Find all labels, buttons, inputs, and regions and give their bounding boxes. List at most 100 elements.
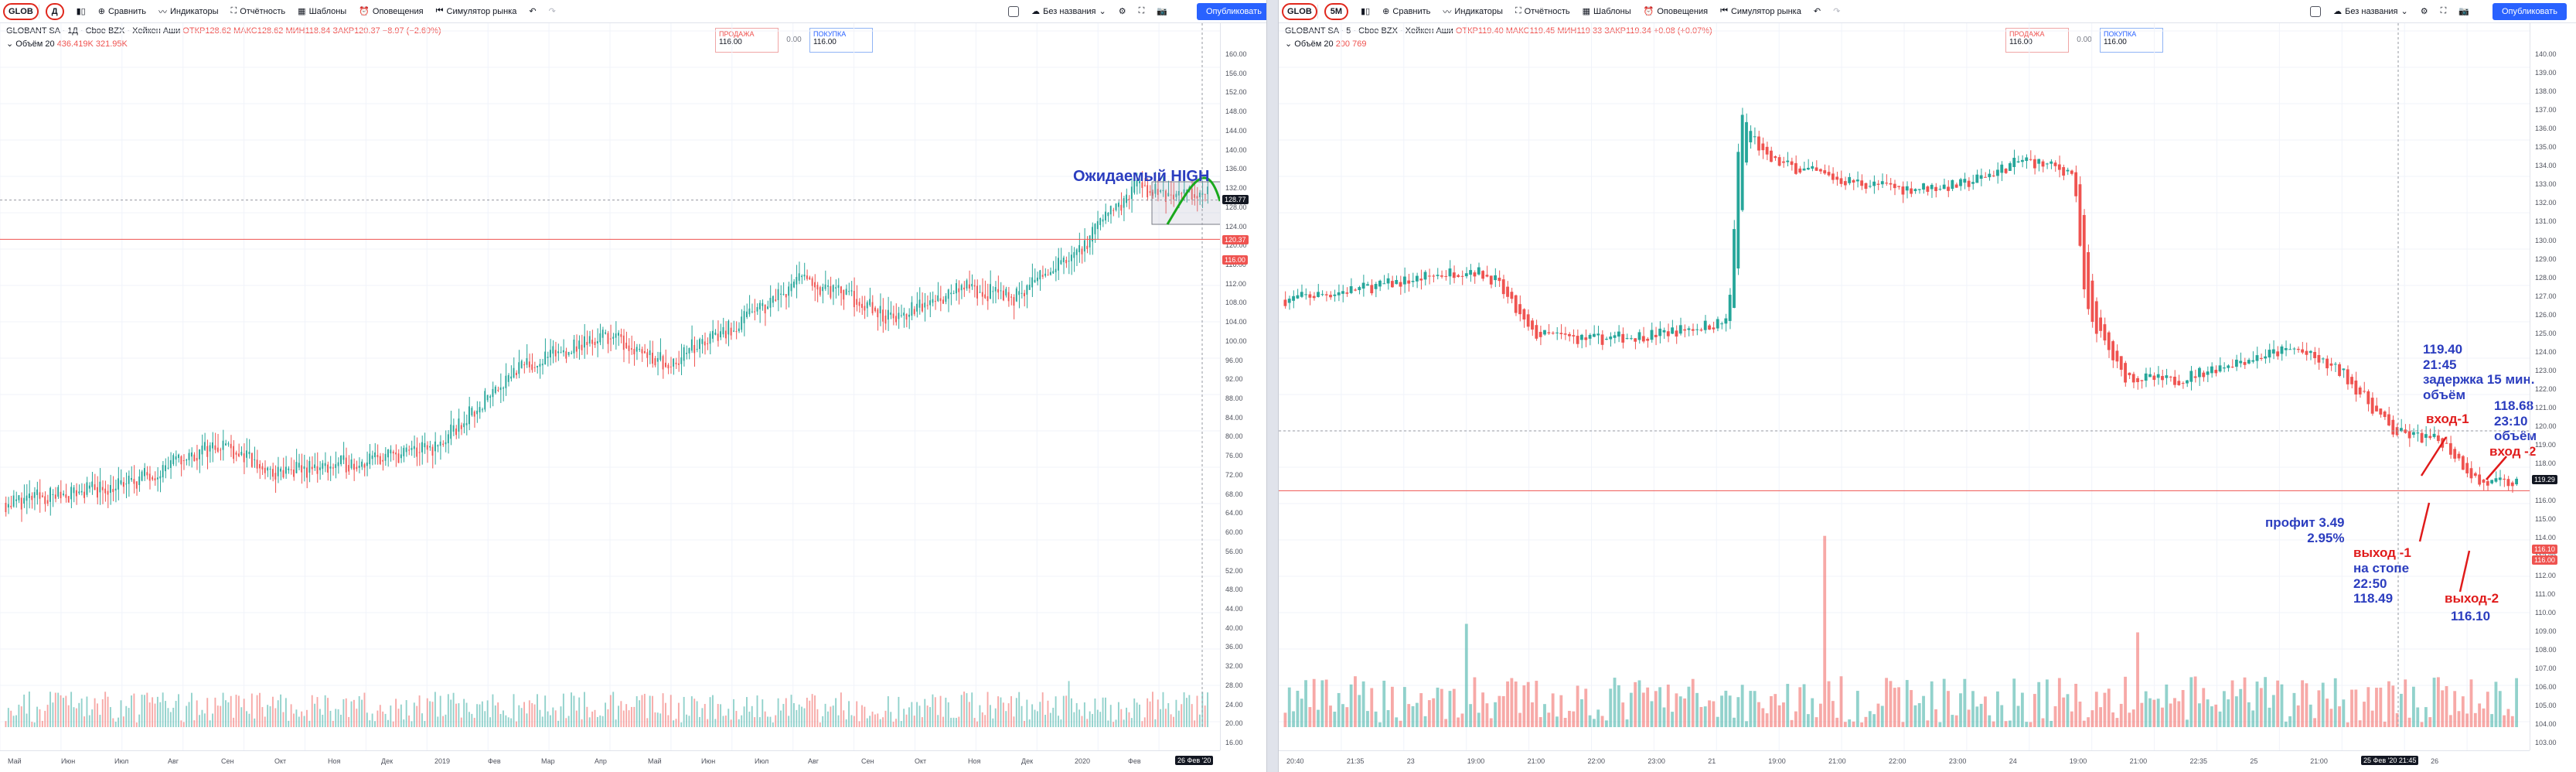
financials-button[interactable]: ⛶ Отчётность (225, 0, 292, 23)
publish-button[interactable]: Опубликовать (1197, 3, 1266, 20)
templates-button[interactable]: ▦ Шаблоны (1576, 0, 1637, 23)
volume-bar (2144, 691, 2148, 727)
snapshot-button[interactable]: 📷 (1150, 0, 1174, 23)
price-tick-label: 119.00 (2535, 441, 2556, 449)
candle-body (1031, 277, 1034, 288)
candle-body (2004, 169, 2008, 173)
exit1-time: 22:50 (2353, 576, 2387, 591)
redo-button[interactable]: ↷ (1827, 0, 1846, 23)
publish-button[interactable]: Опубликовать (2493, 3, 2567, 20)
candle-body (264, 467, 266, 473)
time-tick-label: 21:00 (1527, 757, 1545, 765)
financials-button[interactable]: ⛶ Отчётность (1509, 0, 1576, 23)
price-tick-label: 120.00 (1225, 241, 1247, 250)
sell-button[interactable]: ПРОДАЖА 116.00 (715, 28, 779, 53)
replay-button[interactable]: ⏮ Симулятор рынка (1714, 0, 1808, 23)
volume-bar (112, 718, 114, 727)
symbol-button[interactable]: GLOB (1282, 2, 1317, 20)
alerts-button[interactable]: ⏰ Оповещения (353, 0, 429, 23)
volume-bar (2457, 711, 2461, 727)
volume-bar (479, 704, 481, 727)
alerts-button[interactable]: ⏰ Оповещения (1637, 0, 1714, 23)
price-tag: 116.10 (2532, 545, 2557, 554)
time-axis[interactable]: 20:40 21:35 23 19:00 21:00 22:00 23:00 21 19:00 2… (1279, 750, 2530, 772)
price-axis[interactable]: 140.00 139.00 138.00 137.00 136.00 135.00 134.… (2530, 23, 2576, 750)
candle-body (2107, 332, 2111, 350)
symbol-button[interactable]: GLOB (3, 2, 39, 20)
candle-body (274, 473, 277, 480)
snapshot-button[interactable]: 📷 (2452, 0, 2475, 23)
candle-body (2354, 380, 2358, 395)
undo-button[interactable]: ↶ (523, 0, 542, 23)
candle-body (1013, 297, 1015, 306)
layout-name-button[interactable]: ☁ Без названия ⌄ (1025, 0, 1113, 23)
candle-body (1818, 169, 1822, 172)
layout-toggle[interactable] (1002, 0, 1025, 23)
volume-bar (1794, 711, 1797, 727)
candle-body (2206, 371, 2210, 375)
candle-body (94, 484, 96, 490)
volume-bar (1094, 698, 1096, 727)
replay-button[interactable]: ⏮ Симулятор рынка (430, 0, 523, 23)
volume-bar (94, 698, 96, 727)
buy-button[interactable]: ПОКУПКА 116.00 (809, 28, 873, 53)
volume-bar (1386, 710, 1390, 727)
volume-bar (861, 705, 863, 727)
price-chart-5min[interactable] (1279, 0, 2530, 750)
volume-bar (2222, 691, 2226, 727)
price-axis[interactable]: 160.00 156.00 152.00 148.00 144.00 140.00 136.… (1220, 23, 1266, 750)
volume-bar (382, 711, 384, 727)
templates-button[interactable]: ▦ Шаблоны (291, 0, 353, 23)
volume-bar (2354, 689, 2358, 727)
candle-body (384, 453, 387, 461)
pane-divider[interactable] (1266, 0, 1279, 772)
layout-toggle[interactable] (2304, 0, 2327, 23)
buy-button[interactable]: ПОКУПКА 116.00 (2100, 28, 2163, 53)
candle-body (1988, 173, 1992, 178)
time-axis[interactable]: Май Июн Июл Авг Сен Окт Ноя Дек 2019 Фев Мар Апр Май… (0, 750, 1220, 772)
volume-bar (2465, 713, 2469, 727)
price-tick-label: 108.00 (2535, 645, 2557, 654)
legend-volume: ⌄ Объём 20 200 769 (1285, 39, 1366, 49)
timeframe-button[interactable]: 5М (1318, 0, 1354, 23)
fullscreen-button[interactable]: ⛶ (1133, 0, 1151, 23)
redo-button[interactable]: ↷ (543, 0, 562, 23)
timeframe-button[interactable]: Д (39, 0, 70, 23)
volume-bar (782, 703, 785, 727)
candle-body (190, 452, 193, 457)
replay-label: Симулятор рынка (446, 6, 517, 16)
candle-body (2412, 432, 2415, 436)
indicators-button[interactable]: 〰 Индикаторы (152, 0, 225, 23)
chart-pane-5min[interactable]: GLOB 5М ▮▯ ⊕ Сравнить 〰 Индикаторы ⛶ Отчётн… (1279, 0, 2576, 772)
price-tick-label: 60.00 (1225, 528, 1243, 537)
fullscreen-button[interactable]: ⛶ (2435, 0, 2453, 23)
candle-body (1617, 331, 1620, 337)
undo-button[interactable]: ↶ (1808, 0, 1827, 23)
compare-button[interactable]: ⊕ Сравнить (1376, 0, 1436, 23)
compare-button[interactable]: ⊕ Сравнить (92, 0, 152, 23)
candle-body (788, 286, 790, 296)
candle-body (769, 298, 772, 308)
volume-bar (523, 702, 526, 727)
chart-style-button[interactable]: ▮▯ (1354, 0, 1376, 23)
candle-body (874, 307, 876, 312)
indicators-button[interactable]: 〰 Индикаторы (1436, 0, 1509, 23)
volume-bar (1300, 699, 1303, 727)
chart-style-button[interactable]: ▮▯ (70, 0, 92, 23)
settings-button[interactable]: ⚙ (1113, 0, 1133, 23)
sell-button[interactable]: ПРОДАЖА 116.00 (2005, 28, 2069, 53)
volume-bar (840, 692, 842, 727)
financials-label: Отчётность (240, 6, 286, 16)
legend-volume: ⌄ Объём 20 436.419K 321.95K (6, 39, 128, 49)
volume-bar (33, 722, 36, 727)
volume-bar (837, 715, 840, 727)
volume-bar (2292, 692, 2296, 727)
candle-body (2033, 159, 2036, 169)
plus-circle-icon: ⊕ (97, 7, 105, 16)
price-chart-daily[interactable] (0, 0, 1220, 750)
layout-name-button[interactable]: ☁ Без названия ⌄ (2327, 0, 2414, 23)
settings-button[interactable]: ⚙ (2414, 0, 2435, 23)
volume-bar (65, 695, 67, 727)
volume-bar (1897, 687, 1900, 727)
chart-pane-daily[interactable]: GLOB Д ▮▯ ⊕ Сравнить 〰 Индикаторы ⛶ Отчётно… (0, 0, 1266, 772)
